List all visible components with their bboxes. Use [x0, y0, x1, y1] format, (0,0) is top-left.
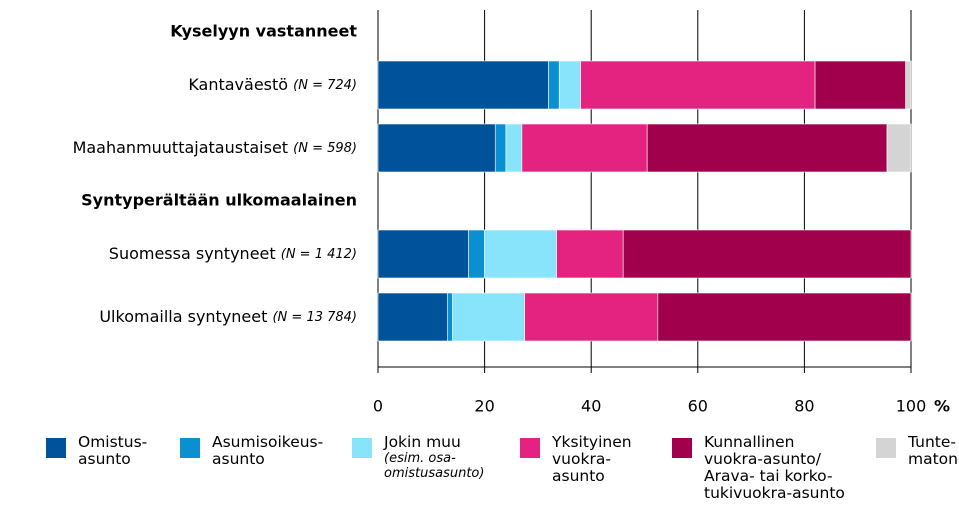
- bar-segment: [505, 123, 523, 173]
- chart: 0 20 40 60 80 100 % Kyselyyn vastanneet Kantaväe…: [73, 10, 950, 416]
- legend-label: Tunte- maton: [908, 433, 958, 468]
- y-tick-label: Ulkomailla syntyneet (N = 13 784): [99, 307, 357, 326]
- category: Ulkomailla syntyneet: [99, 307, 267, 326]
- bar-segment: [377, 229, 469, 279]
- bar-segment: [446, 292, 453, 342]
- legend-swatch: [672, 438, 692, 458]
- legend-note: (esim. osa- omistusasunto): [384, 451, 485, 481]
- y-tick-label: Suomessa syntyneet (N = 1 412): [109, 244, 357, 263]
- bar-segment: [377, 123, 496, 173]
- bar-segment: [452, 292, 525, 342]
- x-tick-label: 80: [794, 397, 814, 416]
- bar-segment: [521, 123, 648, 173]
- legend-item: Asumisoikeus- asunto: [212, 434, 323, 468]
- category: Kantaväestö: [188, 75, 288, 94]
- category-note: (N = 598): [293, 141, 357, 156]
- bar-segment: [556, 229, 624, 279]
- bar-segment: [905, 60, 912, 110]
- legend-label: Yksityinen vuokra- asunto: [552, 433, 632, 485]
- bar-segment: [580, 60, 816, 110]
- legend-item: Jokin muu (esim. osa- omistusasunto): [384, 433, 485, 482]
- legend-item: Omistus- asunto: [78, 434, 147, 468]
- bar-segment: [468, 229, 485, 279]
- legend-item: Tunte- maton: [908, 434, 958, 468]
- y-tick-label: Maahanmuuttajataustaiset (N = 598): [73, 138, 357, 157]
- x-axis-label: %: [934, 397, 950, 416]
- legend-label: Kunnallinen vuokra-asunto/ Arava- tai ko…: [704, 433, 845, 502]
- legend-swatch: [520, 438, 540, 458]
- x-tick-label: 60: [688, 397, 708, 416]
- bar-segment: [494, 123, 507, 173]
- legend-swatch: [352, 438, 372, 458]
- bar-segment: [646, 123, 888, 173]
- legend-label: Omistus- asunto: [78, 433, 148, 468]
- legend-item: Yksityinen vuokra- asunto: [552, 434, 632, 485]
- group-title: Syntyperältään ulkomaalainen: [81, 191, 357, 210]
- x-tick-label: 100: [896, 397, 927, 416]
- x-tick-label: 0: [373, 397, 383, 416]
- bar-segment: [657, 292, 912, 342]
- x-tick-label: 40: [581, 397, 601, 416]
- bar-segment: [524, 292, 659, 342]
- legend-label: Asumisoikeus- asunto: [212, 433, 324, 468]
- category: Suomessa syntyneet: [109, 244, 276, 263]
- legend-swatch: [876, 438, 896, 458]
- legend-label: Jokin muu: [384, 433, 461, 451]
- bar-segment: [886, 123, 912, 173]
- category: Maahanmuuttajataustaiset: [73, 138, 289, 157]
- y-tick-label: Kantaväestö (N = 724): [188, 75, 357, 94]
- bar-segment: [484, 229, 557, 279]
- bar-segment: [377, 60, 549, 110]
- legend-item: Kunnallinen vuokra-asunto/ Arava- tai ko…: [704, 434, 845, 502]
- group-title: Kyselyyn vastanneet: [170, 22, 357, 41]
- category-note: (N = 13 784): [272, 310, 357, 325]
- bar-segment: [622, 229, 912, 279]
- legend-swatch: [46, 438, 66, 458]
- category-note: (N = 724): [293, 78, 357, 93]
- legend-swatch: [180, 438, 200, 458]
- bar-segment: [548, 60, 560, 110]
- x-tick-label: 20: [474, 397, 494, 416]
- bar-segment: [377, 292, 448, 342]
- bar-segment: [814, 60, 906, 110]
- bar-segment: [558, 60, 581, 110]
- category-note: (N = 1 412): [281, 247, 357, 262]
